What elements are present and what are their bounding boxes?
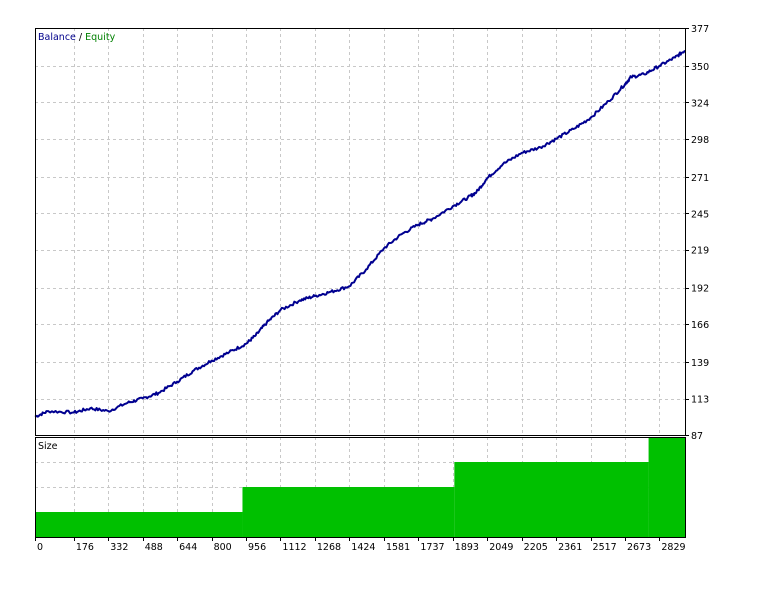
x-tick-label: 1893 <box>455 542 479 553</box>
legend-entry-separator: / <box>76 32 83 43</box>
legend-entry-equity: Equity <box>82 32 115 43</box>
x-tick-label: 2361 <box>558 542 582 553</box>
legend-entry-balance: Balance <box>38 32 76 43</box>
y-tick-label: 245 <box>691 209 709 220</box>
y-tick-label: 113 <box>691 395 709 406</box>
balance-pane-frame <box>35 28 686 436</box>
x-tick-label: 644 <box>179 542 197 553</box>
y-tick-label: 377 <box>691 24 709 35</box>
x-tick-label: 488 <box>145 542 163 553</box>
balance-pane-background <box>35 28 685 435</box>
y-tick-label: 298 <box>691 135 709 146</box>
size-step-bar-3 <box>454 462 649 537</box>
size-step-bar-2 <box>242 487 455 537</box>
x-tick-label: 176 <box>76 542 94 553</box>
size-step-bar-4 <box>648 437 685 537</box>
x-tick-label: 2673 <box>627 542 651 553</box>
size-pane-title: Size <box>38 441 58 452</box>
x-tick-label: 1737 <box>420 542 444 553</box>
x-tick-label: 2049 <box>489 542 513 553</box>
x-tick-label: 956 <box>248 542 266 553</box>
x-tick-label: 2205 <box>524 542 548 553</box>
y-tick-label: 271 <box>691 173 709 184</box>
y-tick-label: 139 <box>691 358 709 369</box>
balance-line <box>34 49 686 418</box>
x-tick-label: 1581 <box>386 542 410 553</box>
y-tick-label: 166 <box>691 320 709 331</box>
x-tick-label: 800 <box>214 542 232 553</box>
y-tick-label: 192 <box>691 284 709 295</box>
x-tick-label: 1424 <box>351 542 375 553</box>
x-tick-label: 2829 <box>661 542 685 553</box>
legend: Balance / Equity <box>38 32 116 43</box>
size-pane-frame <box>35 437 686 538</box>
y-tick-label: 324 <box>691 98 709 109</box>
size-step-bar-1 <box>35 512 243 537</box>
x-tick-label: 1112 <box>282 542 306 553</box>
y-tick-label: 219 <box>691 246 709 257</box>
x-tick-label: 1268 <box>317 542 341 553</box>
y-tick-label: 87 <box>691 431 703 442</box>
x-tick-label: 2517 <box>593 542 617 553</box>
y-tick-label: 350 <box>691 62 709 73</box>
x-tick-label: 332 <box>110 542 128 553</box>
x-tick-label: 0 <box>37 542 43 553</box>
